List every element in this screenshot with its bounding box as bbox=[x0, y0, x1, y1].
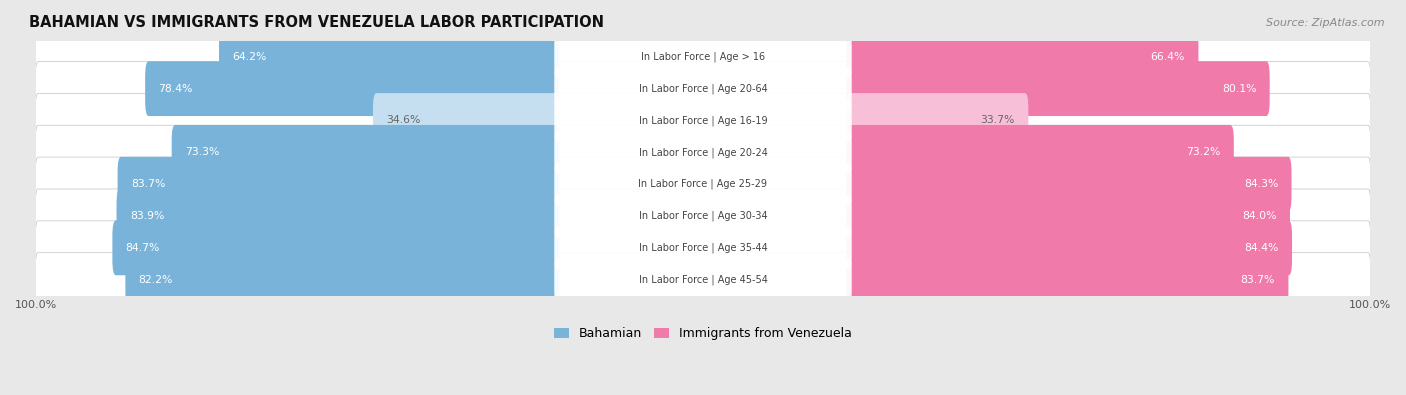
FancyBboxPatch shape bbox=[35, 157, 1371, 211]
FancyBboxPatch shape bbox=[846, 252, 1288, 307]
Text: 83.9%: 83.9% bbox=[129, 211, 165, 221]
FancyBboxPatch shape bbox=[35, 94, 1371, 148]
FancyBboxPatch shape bbox=[846, 220, 1292, 275]
Text: 34.6%: 34.6% bbox=[387, 115, 420, 126]
FancyBboxPatch shape bbox=[846, 93, 1028, 148]
FancyBboxPatch shape bbox=[35, 125, 1371, 179]
FancyBboxPatch shape bbox=[35, 253, 1371, 307]
FancyBboxPatch shape bbox=[145, 61, 560, 116]
Text: 80.1%: 80.1% bbox=[1222, 84, 1257, 94]
Text: 84.4%: 84.4% bbox=[1244, 243, 1278, 253]
Legend: Bahamian, Immigrants from Venezuela: Bahamian, Immigrants from Venezuela bbox=[548, 322, 858, 346]
Text: 83.7%: 83.7% bbox=[1240, 275, 1275, 285]
FancyBboxPatch shape bbox=[125, 252, 560, 307]
FancyBboxPatch shape bbox=[373, 93, 560, 148]
Text: 33.7%: 33.7% bbox=[980, 115, 1015, 126]
FancyBboxPatch shape bbox=[554, 163, 852, 205]
Text: In Labor Force | Age 20-64: In Labor Force | Age 20-64 bbox=[638, 83, 768, 94]
Text: 84.7%: 84.7% bbox=[125, 243, 160, 253]
Text: In Labor Force | Age 30-34: In Labor Force | Age 30-34 bbox=[638, 211, 768, 221]
Text: BAHAMIAN VS IMMIGRANTS FROM VENEZUELA LABOR PARTICIPATION: BAHAMIAN VS IMMIGRANTS FROM VENEZUELA LA… bbox=[30, 15, 605, 30]
Text: Source: ZipAtlas.com: Source: ZipAtlas.com bbox=[1267, 18, 1385, 28]
FancyBboxPatch shape bbox=[554, 131, 852, 173]
FancyBboxPatch shape bbox=[846, 29, 1198, 84]
Text: 78.4%: 78.4% bbox=[159, 84, 193, 94]
FancyBboxPatch shape bbox=[554, 68, 852, 110]
FancyBboxPatch shape bbox=[554, 195, 852, 237]
FancyBboxPatch shape bbox=[35, 62, 1371, 116]
Text: In Labor Force | Age 45-54: In Labor Force | Age 45-54 bbox=[638, 275, 768, 285]
FancyBboxPatch shape bbox=[846, 157, 1292, 212]
FancyBboxPatch shape bbox=[35, 221, 1371, 275]
FancyBboxPatch shape bbox=[172, 125, 560, 180]
FancyBboxPatch shape bbox=[846, 125, 1234, 180]
FancyBboxPatch shape bbox=[554, 259, 852, 301]
Text: In Labor Force | Age 25-29: In Labor Force | Age 25-29 bbox=[638, 179, 768, 190]
Text: In Labor Force | Age 20-24: In Labor Force | Age 20-24 bbox=[638, 147, 768, 158]
FancyBboxPatch shape bbox=[219, 29, 560, 84]
FancyBboxPatch shape bbox=[846, 189, 1289, 243]
FancyBboxPatch shape bbox=[554, 36, 852, 78]
Text: 84.0%: 84.0% bbox=[1241, 211, 1277, 221]
Text: In Labor Force | Age > 16: In Labor Force | Age > 16 bbox=[641, 52, 765, 62]
FancyBboxPatch shape bbox=[554, 100, 852, 141]
Text: 73.2%: 73.2% bbox=[1187, 147, 1220, 157]
FancyBboxPatch shape bbox=[35, 30, 1371, 84]
FancyBboxPatch shape bbox=[112, 220, 560, 275]
FancyBboxPatch shape bbox=[118, 157, 560, 212]
FancyBboxPatch shape bbox=[846, 61, 1270, 116]
Text: 83.7%: 83.7% bbox=[131, 179, 166, 189]
Text: 66.4%: 66.4% bbox=[1150, 52, 1185, 62]
Text: In Labor Force | Age 35-44: In Labor Force | Age 35-44 bbox=[638, 243, 768, 253]
FancyBboxPatch shape bbox=[554, 227, 852, 269]
Text: 73.3%: 73.3% bbox=[186, 147, 219, 157]
Text: 64.2%: 64.2% bbox=[232, 52, 267, 62]
Text: 84.3%: 84.3% bbox=[1244, 179, 1278, 189]
FancyBboxPatch shape bbox=[35, 189, 1371, 243]
Text: 82.2%: 82.2% bbox=[139, 275, 173, 285]
Text: In Labor Force | Age 16-19: In Labor Force | Age 16-19 bbox=[638, 115, 768, 126]
FancyBboxPatch shape bbox=[117, 189, 560, 243]
